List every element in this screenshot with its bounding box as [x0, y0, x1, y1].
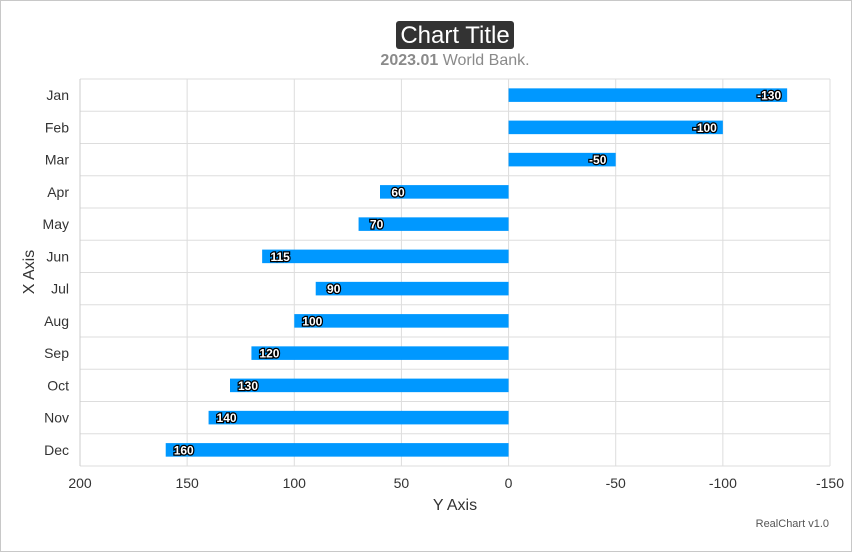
subtitle-date: 2023.01 [380, 52, 438, 69]
grid-lines [79, 78, 831, 467]
bar-dec[interactable] [165, 443, 509, 457]
value-axis-labels: 200 150 100 50 0 -50 -100 -150 [68, 475, 844, 491]
data-label-jan: -130 [757, 89, 781, 103]
category-label-sep: Sep [44, 345, 69, 361]
data-label-may: 70 [370, 218, 384, 232]
bar-jul[interactable] [315, 281, 509, 296]
chart-title: Chart Title [400, 22, 509, 49]
data-label-feb: -100 [693, 121, 717, 135]
data-label-mar: -50 [589, 153, 607, 167]
category-label-mar: Mar [45, 152, 69, 168]
chart-subtitle: 2023.01 World Bank. [380, 52, 529, 69]
bar-series [165, 88, 788, 457]
data-label-aug: 100 [302, 314, 322, 328]
bar-nov[interactable] [208, 410, 509, 425]
bar-oct[interactable] [230, 378, 509, 393]
data-label-jul: 90 [327, 282, 341, 296]
value-tick-label: -150 [816, 475, 844, 491]
bar-aug[interactable] [294, 314, 509, 328]
data-labels: -130 -100 -50 60 70 115 90 100 120 130 140 160 [172, 87, 782, 458]
data-label-jun: 115 [270, 250, 290, 264]
category-label-nov: Nov [44, 410, 69, 426]
y-axis-title: Y Axis [433, 497, 477, 514]
subtitle-source: World Bank. [438, 52, 529, 69]
value-tick-label: 100 [283, 475, 307, 491]
category-label-jun: Jun [46, 248, 69, 264]
bar-jun[interactable] [262, 249, 509, 264]
category-label-dec: Dec [44, 442, 69, 458]
category-label-jul: Jul [51, 281, 69, 297]
category-label-jan: Jan [46, 87, 69, 103]
value-tick-label: 50 [394, 475, 410, 491]
chart-title-background [396, 21, 514, 49]
x-axis-title: X Axis [21, 250, 38, 294]
category-label-aug: Aug [44, 313, 69, 329]
bar-apr[interactable] [380, 185, 509, 199]
data-label-nov: 140 [217, 411, 237, 425]
category-label-feb: Feb [45, 119, 69, 135]
value-tick-label: 0 [505, 475, 513, 491]
value-tick-label: -50 [606, 475, 626, 491]
bar-may[interactable] [358, 217, 509, 231]
data-label-sep: 120 [259, 347, 279, 361]
bar-jan[interactable] [508, 88, 788, 102]
bar-feb[interactable] [508, 120, 723, 135]
data-label-oct: 130 [238, 379, 258, 393]
data-label-apr: 60 [391, 185, 405, 199]
bar-mar[interactable] [508, 152, 616, 167]
value-tick-label: 150 [175, 475, 199, 491]
value-tick-label: 200 [68, 475, 92, 491]
category-label-apr: Apr [47, 184, 69, 200]
data-label-dec: 160 [174, 443, 194, 457]
value-tick-label: -100 [709, 475, 737, 491]
chart-credit: RealChart v1.0 [756, 518, 829, 530]
category-label-oct: Oct [47, 377, 69, 393]
category-label-may: May [43, 216, 69, 232]
category-axis-labels: Jan Feb Mar Apr May Jun Jul Aug Sep Oct Nov Dec [43, 87, 70, 458]
bar-sep[interactable] [251, 346, 509, 360]
